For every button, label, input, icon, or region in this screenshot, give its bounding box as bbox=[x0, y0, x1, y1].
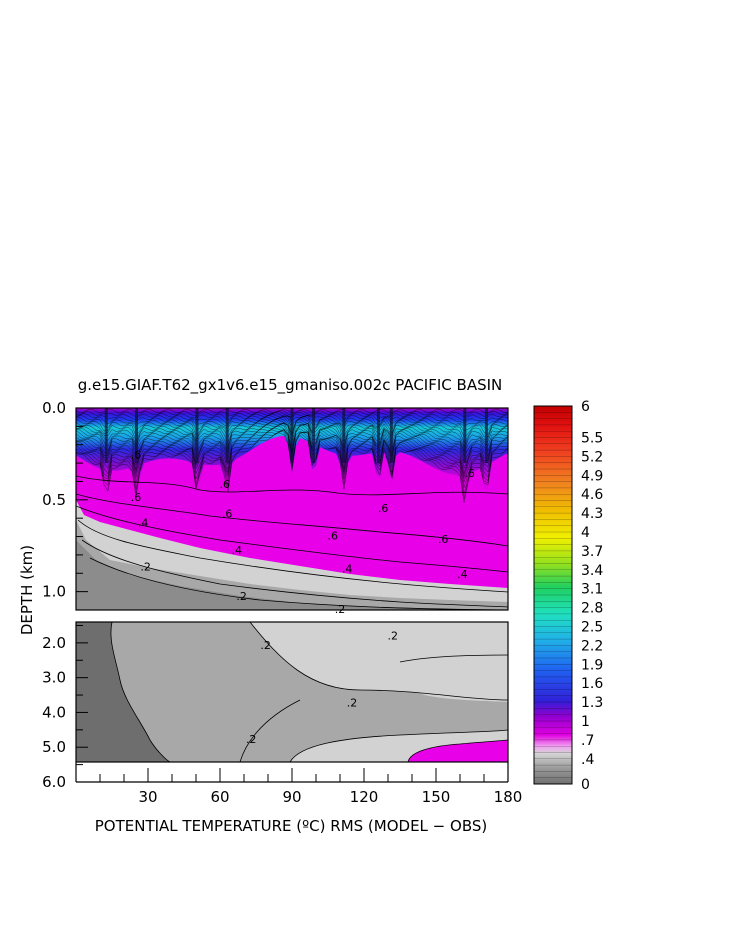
lower-dark-gray-region bbox=[76, 622, 170, 762]
x-tick-label: 90 bbox=[282, 788, 301, 806]
y-axis-label: DEPTH (km) bbox=[18, 545, 36, 635]
x-tick-label: 150 bbox=[422, 788, 451, 806]
contour-label: .4 bbox=[342, 562, 353, 575]
colorbar-label: 5.5 bbox=[581, 431, 603, 447]
contour-label: .6 bbox=[328, 529, 339, 542]
y-tick-label: 6.0 bbox=[42, 773, 66, 791]
surface-contour-lines bbox=[76, 408, 508, 503]
contour-label: .6 bbox=[464, 467, 475, 480]
surface-contour-line bbox=[76, 432, 508, 503]
colorbar-label: 2.5 bbox=[581, 620, 603, 636]
contour-label: .2 bbox=[388, 630, 399, 643]
colorbar-label: 4 bbox=[581, 525, 590, 541]
colorbar-label: 2.2 bbox=[581, 638, 603, 654]
surface-contour-line bbox=[76, 429, 508, 494]
colorbar-label: .4 bbox=[581, 752, 594, 768]
lower-contour-lines bbox=[110, 622, 508, 762]
colorbar-label: 3.4 bbox=[581, 563, 603, 579]
surface-streak bbox=[195, 408, 199, 463]
colorbar-label: 3.7 bbox=[581, 544, 603, 560]
lower-panel bbox=[75, 621, 509, 763]
contour-label: .2 bbox=[236, 590, 247, 603]
x-axis-strip: 30 60 90 120 150 180 bbox=[75, 762, 523, 806]
colorbar-label: .7 bbox=[581, 733, 594, 749]
lower-panel-frame bbox=[75, 621, 509, 763]
contour-label: .6 bbox=[131, 449, 142, 462]
x-tick-label: 30 bbox=[138, 788, 157, 806]
upper-gray-dark-region bbox=[76, 540, 508, 610]
colorbar-frame bbox=[533, 405, 573, 785]
colorbar-label: 1.6 bbox=[581, 676, 603, 692]
colorbar-label: 4.6 bbox=[581, 487, 603, 503]
colorbar-label: 5.2 bbox=[581, 449, 603, 465]
surface-streak bbox=[312, 408, 316, 463]
upper-panel bbox=[75, 407, 509, 611]
colorbar-label: 4.3 bbox=[581, 506, 603, 522]
x-tick-label: 60 bbox=[210, 788, 229, 806]
contour-label: .4 bbox=[232, 544, 243, 557]
x-axis-label: POTENTIAL TEMPERATURE (ºC) RMS (MODEL − … bbox=[95, 817, 487, 835]
x-tick-label: 180 bbox=[494, 788, 523, 806]
surface-streak bbox=[389, 408, 393, 463]
upper-contour-lines bbox=[76, 475, 508, 610]
surface-streak bbox=[290, 408, 294, 463]
contour-label: .4 bbox=[138, 517, 149, 530]
colorbar-label: 1.3 bbox=[581, 695, 603, 711]
surface-streak bbox=[134, 408, 138, 463]
colorbar-label: 1.9 bbox=[581, 657, 603, 673]
contour-label: .2 bbox=[246, 733, 257, 746]
y-tick-label: 0.5 bbox=[42, 491, 66, 509]
contour-label: .6 bbox=[438, 533, 449, 546]
colorbar-label: 6 bbox=[581, 399, 590, 415]
lower-magenta-region bbox=[408, 740, 508, 762]
contour-label: .6 bbox=[222, 507, 233, 520]
contour-label: .2 bbox=[335, 603, 346, 616]
colorbar-label: 1 bbox=[581, 714, 590, 730]
chart-title: g.e15.GIAF.T62_gx1v6.e15_gmaniso.002c PA… bbox=[78, 376, 503, 395]
y-tick-label: 5.0 bbox=[42, 738, 66, 756]
y-tick-label: 1.0 bbox=[42, 583, 66, 601]
contour-label: .2 bbox=[260, 639, 271, 652]
x-tick-label: 120 bbox=[350, 788, 379, 806]
y-tick-label: 2.0 bbox=[42, 634, 66, 652]
y-tick-label: 3.0 bbox=[42, 669, 66, 687]
colorbar-label: 2.8 bbox=[581, 601, 603, 617]
surface-streak bbox=[104, 408, 108, 463]
colorbar-label: 3.1 bbox=[581, 582, 603, 598]
contour-label: .2 bbox=[347, 696, 358, 709]
lower-upper-right-region bbox=[390, 622, 508, 740]
y-tick-label: 4.0 bbox=[42, 703, 66, 721]
surface-streak bbox=[484, 408, 488, 463]
colorbar-label: 0 bbox=[581, 777, 590, 793]
contour-label: .6 bbox=[131, 491, 142, 504]
surface-streak bbox=[463, 408, 467, 463]
y-tick-label: 0.0 bbox=[42, 399, 66, 417]
contour-label: .6 bbox=[378, 502, 389, 515]
contour-label: .4 bbox=[457, 568, 468, 581]
surface-streak bbox=[376, 408, 380, 463]
upper-panel-frame bbox=[75, 407, 509, 611]
colorbar: 6 5.5 5.2 4.9 4.6 4.3 4 3.7 3.4 3.1 2.8 2.5 2.2 1.9 1.… bbox=[533, 399, 603, 793]
contour-label: .2 bbox=[140, 561, 151, 574]
surface-streak bbox=[342, 408, 346, 463]
colorbar-label: 4.9 bbox=[581, 468, 603, 484]
surface-streak bbox=[225, 408, 229, 463]
contour-label: .6 bbox=[220, 478, 231, 491]
